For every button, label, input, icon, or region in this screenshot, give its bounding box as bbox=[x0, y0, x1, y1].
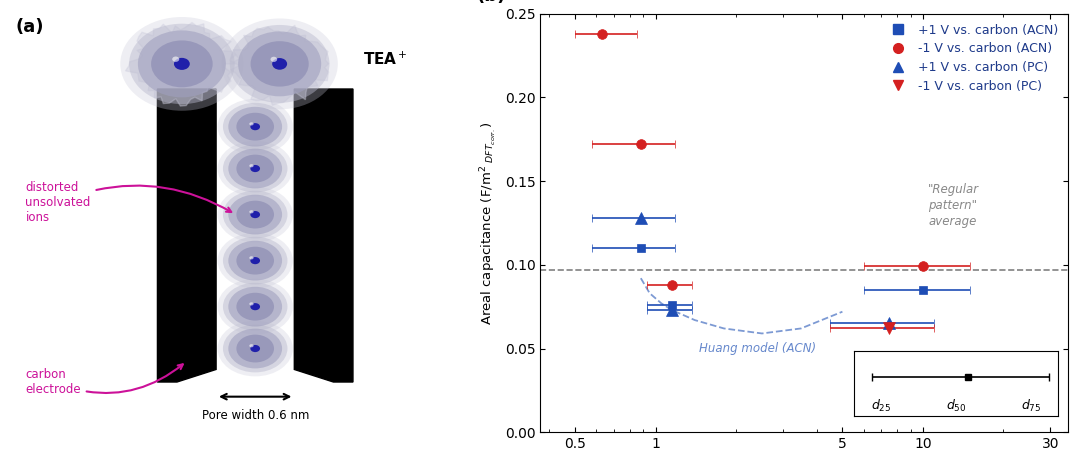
Y-axis label: Areal capacitance (F/m$^{2}$$_{\ DFT_{corr.}}$): Areal capacitance (F/m$^{2}$$_{\ DFT_{co… bbox=[479, 121, 500, 325]
Ellipse shape bbox=[218, 187, 292, 243]
Ellipse shape bbox=[229, 107, 282, 147]
Ellipse shape bbox=[223, 145, 287, 192]
Ellipse shape bbox=[218, 321, 292, 376]
Ellipse shape bbox=[249, 302, 254, 305]
Text: carbon
electrode: carbon electrode bbox=[26, 364, 182, 396]
Ellipse shape bbox=[218, 233, 292, 288]
Ellipse shape bbox=[223, 237, 287, 284]
Ellipse shape bbox=[272, 58, 287, 70]
Ellipse shape bbox=[230, 25, 329, 103]
Ellipse shape bbox=[138, 30, 226, 97]
Ellipse shape bbox=[223, 325, 287, 372]
Ellipse shape bbox=[129, 24, 234, 104]
Text: Pore width 0.6 nm: Pore width 0.6 nm bbox=[202, 409, 309, 422]
Ellipse shape bbox=[223, 191, 287, 238]
Text: (a): (a) bbox=[16, 18, 44, 36]
Ellipse shape bbox=[236, 113, 274, 141]
Ellipse shape bbox=[249, 210, 254, 213]
Ellipse shape bbox=[249, 256, 254, 259]
Text: "Regular
pattern"
average: "Regular pattern" average bbox=[928, 183, 980, 228]
Ellipse shape bbox=[221, 19, 338, 109]
Ellipse shape bbox=[229, 329, 282, 369]
Polygon shape bbox=[125, 23, 236, 106]
Ellipse shape bbox=[236, 334, 274, 363]
Text: TEA$^+$: TEA$^+$ bbox=[363, 51, 408, 68]
Ellipse shape bbox=[229, 287, 282, 327]
Ellipse shape bbox=[249, 164, 254, 167]
Ellipse shape bbox=[236, 155, 274, 182]
Ellipse shape bbox=[250, 165, 260, 172]
Ellipse shape bbox=[236, 201, 274, 228]
Ellipse shape bbox=[249, 122, 254, 126]
Ellipse shape bbox=[250, 123, 260, 130]
Ellipse shape bbox=[250, 211, 260, 218]
Ellipse shape bbox=[229, 195, 282, 234]
Ellipse shape bbox=[250, 41, 309, 86]
Ellipse shape bbox=[218, 99, 292, 155]
Ellipse shape bbox=[229, 149, 282, 188]
Ellipse shape bbox=[271, 57, 277, 62]
Ellipse shape bbox=[223, 283, 287, 330]
Ellipse shape bbox=[223, 103, 287, 151]
Ellipse shape bbox=[218, 279, 292, 334]
Text: distorted
unsolvated
ions: distorted unsolvated ions bbox=[26, 181, 231, 223]
Ellipse shape bbox=[218, 141, 292, 197]
Ellipse shape bbox=[250, 257, 260, 264]
Ellipse shape bbox=[238, 31, 322, 96]
Text: (b): (b) bbox=[477, 0, 506, 5]
Ellipse shape bbox=[120, 17, 244, 111]
Ellipse shape bbox=[174, 58, 190, 70]
Ellipse shape bbox=[236, 247, 274, 274]
Polygon shape bbox=[231, 25, 329, 106]
Bar bbox=[216, 89, 295, 374]
Ellipse shape bbox=[250, 303, 260, 310]
Ellipse shape bbox=[151, 40, 213, 87]
Polygon shape bbox=[158, 89, 216, 382]
Ellipse shape bbox=[250, 345, 260, 352]
Legend: +1 V vs. carbon (ACN), -1 V vs. carbon (ACN), +1 V vs. carbon (PC), -1 V vs. car: +1 V vs. carbon (ACN), -1 V vs. carbon (… bbox=[882, 20, 1062, 96]
Polygon shape bbox=[295, 89, 353, 382]
Text: Huang model (ACN): Huang model (ACN) bbox=[699, 342, 816, 355]
Ellipse shape bbox=[173, 56, 179, 62]
Ellipse shape bbox=[229, 241, 282, 280]
Ellipse shape bbox=[249, 344, 254, 347]
Ellipse shape bbox=[236, 293, 274, 321]
